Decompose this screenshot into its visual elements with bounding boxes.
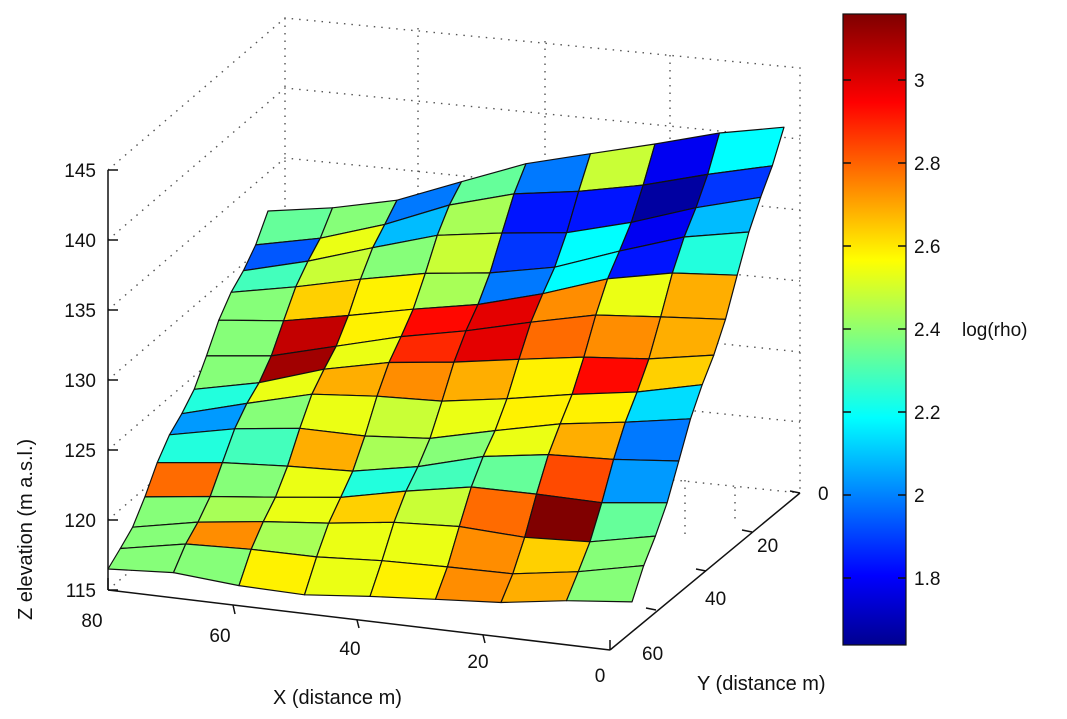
surface-cell (172, 543, 252, 587)
surface-cell (601, 458, 680, 504)
surface-cell (205, 319, 285, 357)
colorbar-tick: 2 (914, 486, 925, 507)
y-tick-labels: 0 20 40 60 (642, 484, 829, 665)
colorbar-tick: 2.6 (914, 237, 940, 258)
y-tick: 0 (818, 484, 829, 505)
surface-cell (524, 493, 603, 543)
surface-cell (218, 286, 297, 322)
z-tick: 140 (64, 231, 96, 252)
surface-cell (571, 356, 650, 395)
z-tick: 130 (64, 371, 96, 392)
surface-cell (274, 465, 354, 498)
surface-cell (513, 153, 592, 195)
surface-cell (369, 560, 448, 600)
z-tick: 145 (64, 161, 96, 182)
surface-cell (424, 232, 503, 274)
colorbar-gradient (842, 13, 907, 646)
x-tick: 20 (467, 652, 488, 673)
z-tick: 135 (64, 301, 96, 322)
y-tick: 60 (642, 644, 663, 665)
surface-cell (501, 190, 580, 234)
surface-cell (612, 418, 692, 462)
y-tick: 40 (705, 589, 726, 610)
x-tick: 80 (81, 611, 102, 632)
x-axis-label: X (distance m) (273, 687, 402, 709)
surface-cell (707, 126, 785, 175)
colorbar-tick: 3 (914, 71, 925, 92)
surface-cell (197, 495, 277, 523)
z-axis-label: Z elevation (m a.s.l.) (15, 439, 37, 620)
z-tick: 115 (66, 581, 96, 602)
surface-cell (583, 314, 662, 360)
surface-cell (648, 316, 727, 360)
y-tick: 20 (757, 536, 778, 557)
surface-cell (209, 462, 289, 498)
colorbar-tick: 2.8 (914, 154, 940, 175)
surface-cell (500, 571, 579, 604)
colorbar-tick: 2.2 (914, 403, 940, 424)
x-tick: 60 (209, 626, 230, 647)
colorbar-tick: 2.4 (914, 320, 941, 341)
surface-cell (303, 556, 383, 598)
colorbar-label: log(rho) (962, 320, 1027, 341)
z-tick: 120 (64, 511, 96, 532)
surface-cell (565, 564, 645, 603)
surface-cell (441, 358, 520, 402)
x-tick: 0 (595, 666, 606, 687)
colorbar-tick: 1.8 (914, 569, 940, 590)
surface-cell (287, 427, 366, 472)
surface-cell (316, 521, 395, 562)
y-axis-label: Y (distance m) (697, 673, 826, 695)
surface-cell (559, 391, 638, 425)
surface-cell (221, 427, 301, 467)
surface-cell (156, 428, 236, 464)
surface-cell (238, 548, 318, 596)
x-tick-labels: 80 60 40 20 0 (81, 611, 605, 687)
surface-cell (660, 272, 738, 320)
surface-cell (364, 395, 443, 439)
z-tick-labels: 145 140 135 130 125 120 115 (64, 161, 96, 602)
surface-cell (262, 496, 342, 524)
surface-cell (671, 231, 750, 276)
axes (107, 169, 801, 651)
surface-cell (434, 566, 514, 604)
colorbar: 3 2.8 2.6 2.4 2.2 2 1.8 log(rho) (842, 13, 1027, 646)
surface-mesh (107, 126, 785, 604)
surface-cell (144, 462, 223, 498)
surface-cell (595, 272, 674, 318)
z-tick: 125 (64, 441, 96, 462)
surface-cell (393, 486, 472, 528)
surface-cell (381, 521, 460, 568)
x-tick: 40 (339, 639, 360, 660)
surface-cell (512, 536, 591, 575)
surface-cell (547, 421, 626, 460)
surface-cell (376, 361, 455, 402)
surface-cell (107, 543, 187, 574)
surface-cell (636, 354, 715, 393)
